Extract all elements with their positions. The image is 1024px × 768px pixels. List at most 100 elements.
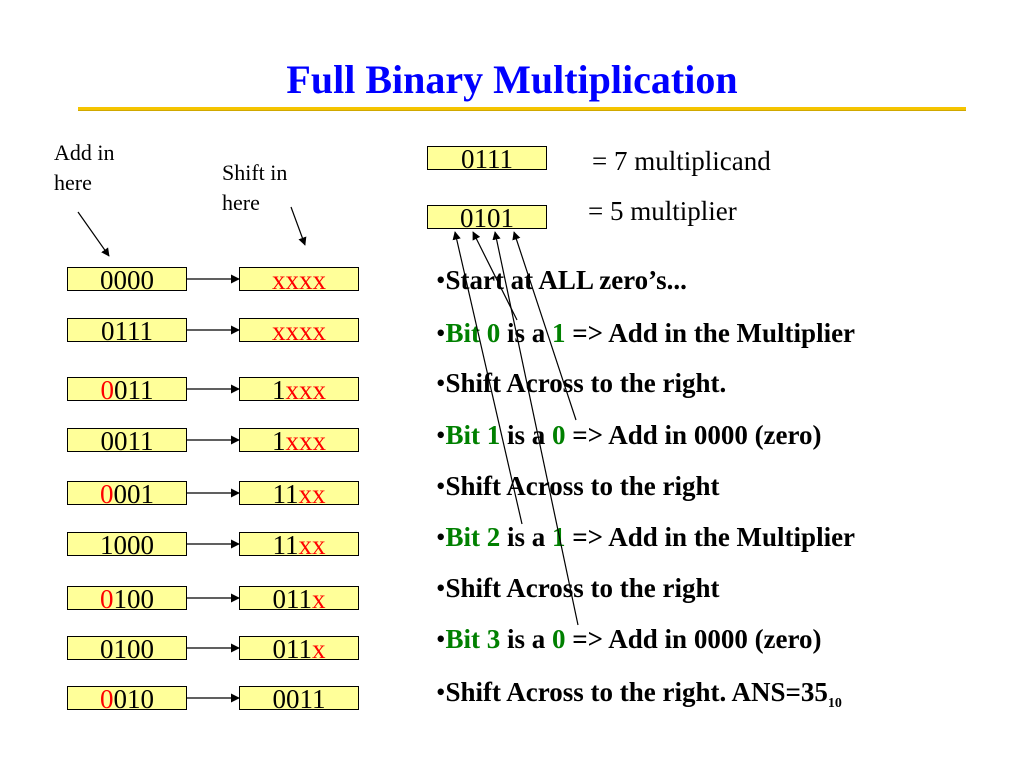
- result-digits: 011: [272, 634, 313, 664]
- accumulator-digits: 001: [113, 479, 155, 509]
- step-text: is a: [500, 420, 552, 450]
- accumulator-box: 0011: [67, 428, 187, 455]
- result-digits: xxxx: [272, 316, 326, 346]
- result-digits: 11: [272, 530, 299, 560]
- accumulator-digits: 0: [100, 375, 115, 405]
- slide-title: Full Binary Multiplication: [286, 57, 738, 102]
- step-item: •Start at ALL zero’s...: [436, 265, 687, 296]
- step-text: => Add in the Multiplier: [565, 318, 856, 348]
- result-box: 0011: [239, 686, 359, 713]
- step-text: Shift Across to the right.: [445, 368, 727, 398]
- bullet-marker: •: [436, 318, 446, 348]
- add-in-note-line-1: Add in: [54, 140, 115, 165]
- step-text: => Add in 0000 (zero): [565, 420, 822, 450]
- step-text: Start at ALL zero’s...: [445, 265, 687, 295]
- result-digits: xxxx: [272, 265, 326, 295]
- result-digits: x: [312, 634, 326, 664]
- step-text: is a: [500, 624, 552, 654]
- bullet-marker: •: [436, 522, 446, 552]
- result-digits: 11: [272, 479, 299, 509]
- step-item: •Shift Across to the right: [436, 471, 719, 502]
- step-text: Bit 1: [445, 420, 501, 450]
- bullet-marker: •: [436, 573, 446, 603]
- accumulator-digits: 0000: [100, 265, 154, 295]
- step-item: •Bit 3 is a 0 => Add in 0000 (zero): [436, 624, 822, 655]
- step-text: Bit 3: [445, 624, 501, 654]
- step-text: 1: [551, 318, 566, 348]
- step-text: Shift Across to the right: [445, 573, 720, 603]
- accumulator-digits: 0111: [101, 316, 153, 346]
- multiplicand-label: = 7 multiplicand: [592, 146, 771, 176]
- shift-in-note-line-2: here: [222, 190, 260, 215]
- result-box: 11xx: [239, 481, 359, 508]
- accumulator-box: 0111: [67, 318, 187, 345]
- shift-in-note: Shift in here: [222, 158, 287, 218]
- multiplier-box: 0101: [427, 205, 547, 232]
- step-text: 10: [827, 696, 842, 711]
- step-text: 1: [551, 522, 566, 552]
- result-box: 1xxx: [239, 428, 359, 455]
- result-digits: xxx: [285, 375, 327, 405]
- result-digits: xxx: [285, 426, 327, 456]
- accumulator-digits: 0100: [100, 634, 154, 664]
- accumulator-box: 0010: [67, 686, 187, 713]
- add-in-note: Add in here: [54, 138, 115, 198]
- title-underline: [78, 107, 966, 111]
- multiplier-label: = 5 multiplier: [588, 196, 737, 226]
- result-box: xxxx: [239, 267, 359, 294]
- step-item: •Shift Across to the right: [436, 573, 719, 604]
- bullet-marker: •: [436, 368, 446, 398]
- accumulator-box: 0001: [67, 481, 187, 508]
- result-digits: x: [312, 584, 326, 614]
- accumulator-digits: 010: [113, 684, 155, 714]
- accumulator-box: 0011: [67, 377, 187, 404]
- result-box: xxxx: [239, 318, 359, 345]
- step-text: 0: [551, 624, 566, 654]
- step-item: •Shift Across to the right.: [436, 368, 726, 399]
- add-in-arrow: [77, 211, 110, 257]
- accumulator-digits: 011: [114, 375, 154, 405]
- result-digits: 1: [272, 375, 286, 405]
- accumulator-digits: 0011: [100, 426, 154, 456]
- accumulator-digits: 0: [100, 584, 114, 614]
- accumulator-digits: 1000: [100, 530, 154, 560]
- accumulator-digits: 0: [100, 479, 114, 509]
- step-item: •Bit 1 is a 0 => Add in 0000 (zero): [436, 420, 822, 451]
- accumulator-box: 0100: [67, 586, 187, 613]
- result-box: 11xx: [239, 532, 359, 559]
- step-item: •Bit 0 is a 1 => Add in the Multiplier: [436, 318, 855, 349]
- accumulator-box: 0000: [67, 267, 187, 294]
- shift-in-arrow: [290, 206, 307, 246]
- step-item: •Shift Across to the right. ANS=3510: [436, 677, 842, 712]
- step-text: 0: [551, 420, 566, 450]
- result-box: 011x: [239, 636, 359, 663]
- step-text: => Add in 0000 (zero): [565, 624, 822, 654]
- step-text: Shift Across to the right: [445, 471, 720, 501]
- step-text: is a: [500, 318, 552, 348]
- shift-in-note-line-1: Shift in: [222, 160, 288, 185]
- result-digits: xx: [298, 479, 326, 509]
- result-digits: 011: [272, 584, 313, 614]
- result-digits: xx: [298, 530, 326, 560]
- step-text: Bit 0: [445, 318, 501, 348]
- result-digits: 1: [272, 426, 286, 456]
- result-box: 011x: [239, 586, 359, 613]
- accumulator-digits: 100: [113, 584, 155, 614]
- multiplicand-box: 0111: [427, 146, 547, 173]
- bullet-marker: •: [436, 420, 446, 450]
- step-item: •Bit 2 is a 1 => Add in the Multiplier: [436, 522, 855, 553]
- accumulator-box: 0100: [67, 636, 187, 663]
- accumulator-digits: 0: [100, 684, 114, 714]
- bullet-marker: •: [436, 471, 446, 501]
- bullet-marker: •: [436, 677, 446, 707]
- step-text: => Add in the Multiplier: [565, 522, 856, 552]
- step-text: Bit 2: [445, 522, 501, 552]
- bullet-marker: •: [436, 624, 446, 654]
- result-digits: 0011: [272, 684, 326, 714]
- step-text: is a: [500, 522, 552, 552]
- add-in-note-line-2: here: [54, 170, 92, 195]
- result-box: 1xxx: [239, 377, 359, 404]
- step-text: Shift Across to the right. ANS=35: [445, 677, 828, 707]
- accumulator-box: 1000: [67, 532, 187, 559]
- bullet-marker: •: [436, 265, 446, 295]
